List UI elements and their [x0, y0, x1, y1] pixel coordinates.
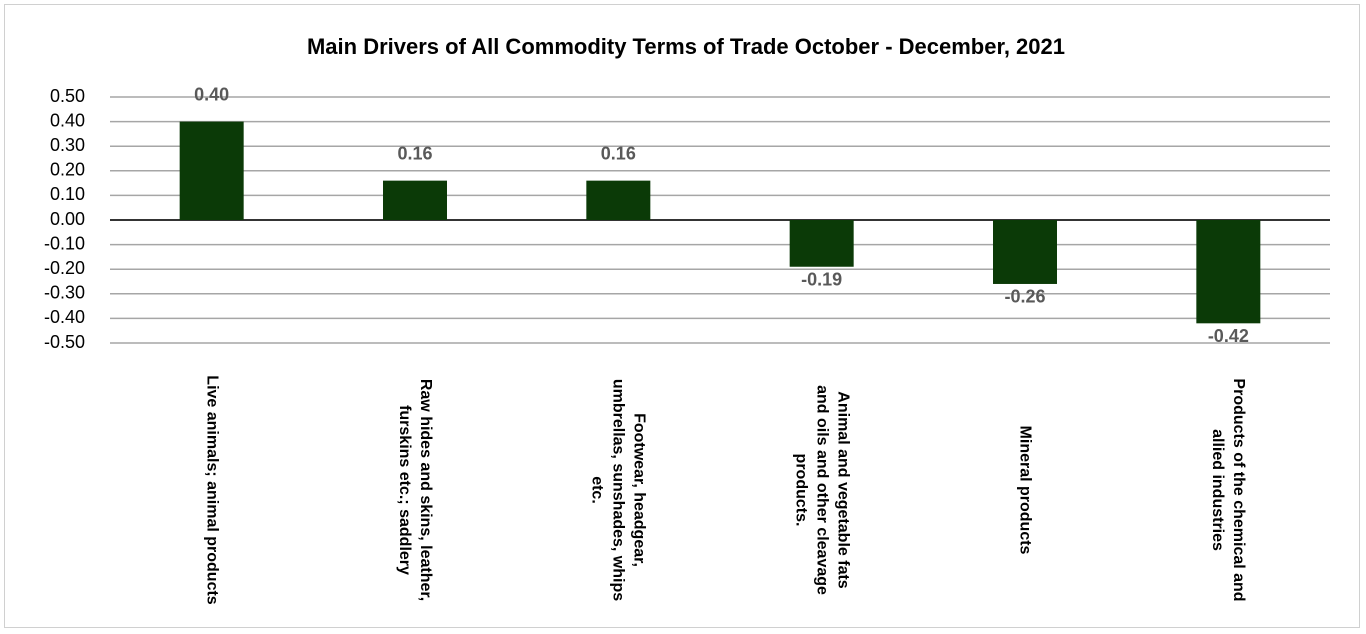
- chart-frame: [4, 4, 1360, 628]
- data-label: 0.16: [601, 143, 636, 163]
- y-tick-label: 0.00: [50, 209, 85, 229]
- y-tick-label: -0.30: [44, 283, 85, 303]
- y-tick-label: 0.50: [50, 86, 85, 106]
- x-tick-label: Footwear, headgear, umbrellas, sunshades…: [588, 378, 648, 602]
- y-tick-label: 0.20: [50, 160, 85, 180]
- data-label: -0.42: [1208, 326, 1249, 346]
- x-tick-label: Products of the chemical and allied indu…: [1209, 378, 1248, 602]
- y-tick-label: 0.40: [50, 110, 85, 130]
- data-label: 0.40: [194, 84, 229, 104]
- y-tick-label: -0.10: [44, 233, 85, 253]
- x-tick-label: Live animals; animal products: [203, 375, 221, 605]
- data-label: -0.19: [801, 269, 842, 289]
- bar: [586, 180, 651, 220]
- data-label: -0.26: [1004, 287, 1045, 307]
- y-tick-label: -0.50: [44, 332, 85, 352]
- y-tick-label: -0.20: [44, 258, 85, 278]
- bar: [1196, 220, 1261, 324]
- y-tick-label: 0.10: [50, 184, 85, 204]
- bar: [789, 220, 854, 267]
- y-tick-label: 0.30: [50, 135, 85, 155]
- x-tick-label: Mineral products: [1016, 425, 1034, 555]
- bar: [179, 121, 244, 220]
- bar: [993, 220, 1057, 284]
- x-tick-label: Animal and vegetable fats and oils and o…: [792, 385, 852, 595]
- data-label: 0.16: [397, 143, 432, 163]
- y-tick-label: -0.40: [44, 307, 85, 327]
- chart-title: Main Drivers of All Commodity Terms of T…: [307, 34, 1065, 59]
- x-tick-label: Raw hides and skins, leather, furskins e…: [396, 378, 434, 602]
- bar: [383, 180, 447, 220]
